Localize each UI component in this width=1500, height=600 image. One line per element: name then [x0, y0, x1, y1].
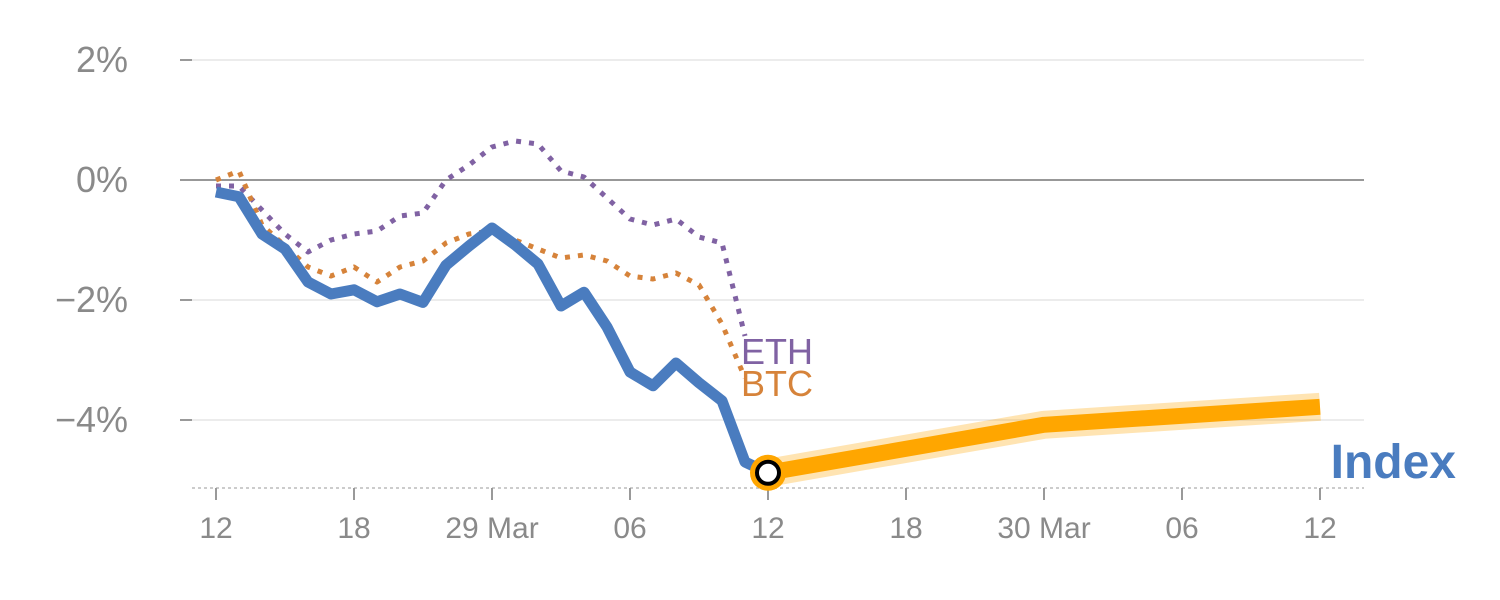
highlight-point-marker — [755, 459, 781, 486]
x-tick-label: 18 — [337, 512, 370, 545]
x-tick-label: 12 — [199, 512, 232, 545]
series-line-eth — [216, 138, 748, 337]
y-tick-label: 2% — [76, 39, 128, 80]
x-tick-label: 06 — [1165, 512, 1198, 545]
x-tick-label: 29 Mar — [445, 512, 538, 545]
highlight-point — [750, 454, 786, 491]
x-axis: 12 18 29 Mar 06 12 18 30 Mar 06 12 — [199, 488, 1337, 545]
forecast — [765, 392, 1321, 487]
forecast-line — [766, 398, 1321, 481]
series-label-index: Index — [1331, 436, 1457, 489]
x-tick-label: 30 Mar — [997, 512, 1090, 545]
x-tick-label: 06 — [613, 512, 646, 545]
y-tick-label: −2% — [55, 279, 128, 320]
series-label-btc: BTC — [741, 363, 813, 404]
x-tick-label: 12 — [751, 512, 784, 545]
series-line-index — [214, 186, 771, 478]
y-tick-label: 0% — [76, 159, 128, 200]
series-label-eth: ETH — [741, 331, 813, 372]
y-tick-label: −4% — [55, 399, 128, 440]
x-tick-label: 18 — [889, 512, 922, 545]
x-tick-label: 12 — [1303, 512, 1336, 545]
y-axis: 2% 0% −2% −4% — [55, 39, 192, 440]
series-line-btc — [215, 168, 748, 379]
